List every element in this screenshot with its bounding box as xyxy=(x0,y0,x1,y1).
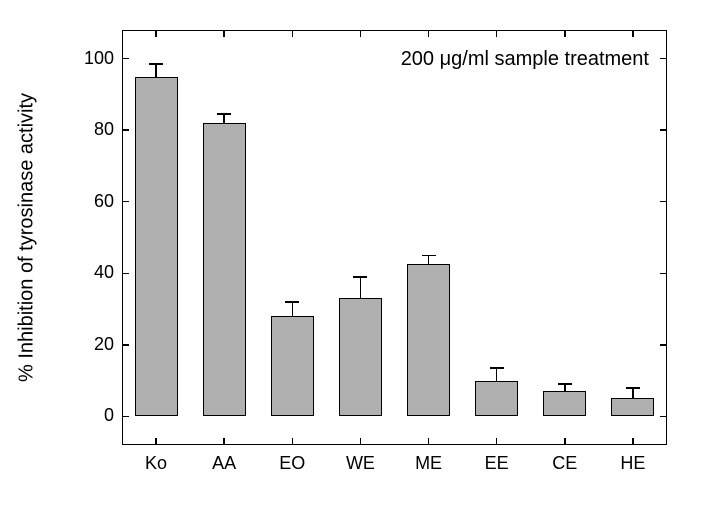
xtick-mark xyxy=(428,438,430,445)
bar xyxy=(407,264,450,416)
ytick-label: 0 xyxy=(64,405,114,426)
ytick-label: 60 xyxy=(64,191,114,212)
ytick-mark xyxy=(122,201,129,203)
bar xyxy=(611,398,654,416)
xtick-label: AA xyxy=(212,453,236,474)
error-bar xyxy=(632,388,634,399)
error-cap xyxy=(285,301,299,303)
xtick-mark xyxy=(564,438,566,445)
error-cap xyxy=(626,387,640,389)
error-cap xyxy=(490,367,504,369)
ytick-mark xyxy=(660,344,667,346)
error-bar xyxy=(564,384,566,391)
chart-container: % Inhibition of tyrosinase activity 200 … xyxy=(0,0,726,515)
bar xyxy=(475,381,518,417)
ytick-label: 80 xyxy=(64,119,114,140)
bar xyxy=(203,123,246,416)
xtick-mark xyxy=(496,438,498,445)
ytick-mark xyxy=(660,58,667,60)
xtick-mark xyxy=(292,438,294,445)
ytick-mark xyxy=(122,416,129,418)
xtick-mark xyxy=(223,438,225,445)
ytick-mark xyxy=(660,416,667,418)
bar xyxy=(543,391,586,416)
xtick-mark xyxy=(632,30,634,37)
xtick-label: EE xyxy=(485,453,509,474)
error-bar xyxy=(155,64,157,77)
xtick-mark xyxy=(292,30,294,37)
xtick-mark xyxy=(155,438,157,445)
ytick-mark xyxy=(122,58,129,60)
ytick-label: 40 xyxy=(64,262,114,283)
xtick-mark xyxy=(496,30,498,37)
xtick-mark xyxy=(564,30,566,37)
error-cap xyxy=(217,113,231,115)
xtick-mark xyxy=(360,438,362,445)
ytick-mark xyxy=(660,273,667,275)
xtick-mark xyxy=(632,438,634,445)
error-bar xyxy=(428,255,430,264)
xtick-mark xyxy=(360,30,362,37)
ytick-label: 100 xyxy=(64,48,114,69)
bar xyxy=(271,316,314,416)
xtick-label: ME xyxy=(415,453,442,474)
error-bar xyxy=(496,368,498,381)
xtick-label: Ko xyxy=(145,453,167,474)
bar xyxy=(339,298,382,416)
error-bar xyxy=(292,302,294,316)
error-cap xyxy=(422,255,436,257)
treatment-annotation: 200 μg/ml sample treatment xyxy=(401,48,649,71)
ytick-label: 20 xyxy=(64,334,114,355)
ytick-mark xyxy=(660,201,667,203)
error-bar xyxy=(360,277,362,298)
xtick-mark xyxy=(223,30,225,37)
xtick-label: CE xyxy=(552,453,577,474)
xtick-mark xyxy=(155,30,157,37)
y-axis-label: % Inhibition of tyrosinase activity xyxy=(16,57,39,417)
error-cap xyxy=(149,63,163,65)
error-bar xyxy=(223,114,225,123)
xtick-mark xyxy=(428,30,430,37)
bar xyxy=(135,77,178,417)
ytick-mark xyxy=(122,344,129,346)
xtick-label: EO xyxy=(279,453,305,474)
xtick-label: HE xyxy=(620,453,645,474)
error-cap xyxy=(558,383,572,385)
ytick-mark xyxy=(122,273,129,275)
ytick-mark xyxy=(660,129,667,131)
error-cap xyxy=(353,276,367,278)
xtick-label: WE xyxy=(346,453,375,474)
ytick-mark xyxy=(122,129,129,131)
